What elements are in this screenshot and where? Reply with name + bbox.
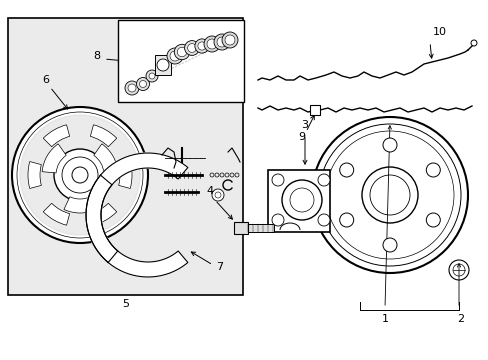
- Circle shape: [448, 260, 468, 280]
- Polygon shape: [20, 115, 140, 235]
- Circle shape: [167, 48, 183, 64]
- Circle shape: [62, 157, 98, 193]
- Bar: [245, 224, 273, 232]
- Polygon shape: [86, 175, 187, 277]
- Text: 7: 7: [216, 262, 223, 272]
- Circle shape: [72, 167, 88, 183]
- Text: 2: 2: [456, 314, 464, 324]
- Circle shape: [174, 44, 189, 60]
- Wedge shape: [90, 125, 117, 147]
- Wedge shape: [28, 162, 41, 188]
- Circle shape: [382, 138, 396, 152]
- Wedge shape: [43, 203, 69, 225]
- Circle shape: [146, 70, 158, 82]
- Text: 8: 8: [93, 51, 100, 61]
- Circle shape: [214, 34, 229, 50]
- Circle shape: [157, 59, 169, 71]
- Circle shape: [170, 51, 180, 61]
- Wedge shape: [42, 144, 66, 173]
- Circle shape: [203, 36, 220, 52]
- Circle shape: [125, 81, 139, 95]
- Circle shape: [149, 73, 155, 79]
- Circle shape: [382, 238, 396, 252]
- Circle shape: [317, 214, 329, 226]
- Circle shape: [317, 174, 329, 186]
- Circle shape: [426, 163, 439, 177]
- Circle shape: [339, 213, 353, 227]
- Polygon shape: [86, 153, 187, 262]
- Wedge shape: [43, 125, 69, 147]
- Circle shape: [195, 39, 209, 53]
- Circle shape: [187, 44, 196, 53]
- Circle shape: [361, 167, 417, 223]
- Bar: [309, 105, 319, 115]
- Circle shape: [222, 32, 238, 48]
- Wedge shape: [90, 203, 117, 225]
- Text: 1: 1: [381, 314, 387, 324]
- Bar: [118, 20, 244, 102]
- Wedge shape: [94, 144, 118, 173]
- Wedge shape: [119, 162, 132, 188]
- Circle shape: [212, 189, 224, 201]
- Circle shape: [177, 47, 186, 57]
- Circle shape: [184, 41, 199, 55]
- Bar: [8, 18, 243, 295]
- Text: 3: 3: [301, 120, 308, 130]
- Circle shape: [282, 180, 321, 220]
- Text: 9: 9: [298, 132, 305, 142]
- Bar: [234, 222, 247, 234]
- Circle shape: [311, 117, 467, 273]
- Circle shape: [224, 35, 235, 45]
- Wedge shape: [64, 197, 96, 213]
- Circle shape: [426, 213, 439, 227]
- Bar: [155, 55, 171, 75]
- Circle shape: [198, 42, 205, 50]
- Text: 4: 4: [206, 186, 213, 196]
- Circle shape: [271, 174, 284, 186]
- Circle shape: [470, 40, 476, 46]
- Text: 10: 10: [432, 27, 446, 37]
- Text: 6: 6: [42, 75, 49, 85]
- Circle shape: [136, 77, 149, 90]
- Circle shape: [128, 84, 136, 92]
- Circle shape: [54, 149, 106, 201]
- Bar: [267, 170, 329, 232]
- Circle shape: [271, 214, 284, 226]
- Circle shape: [339, 163, 353, 177]
- Circle shape: [206, 39, 217, 49]
- Circle shape: [12, 107, 148, 243]
- Circle shape: [217, 37, 226, 47]
- Circle shape: [139, 81, 146, 87]
- Text: 5: 5: [122, 299, 129, 309]
